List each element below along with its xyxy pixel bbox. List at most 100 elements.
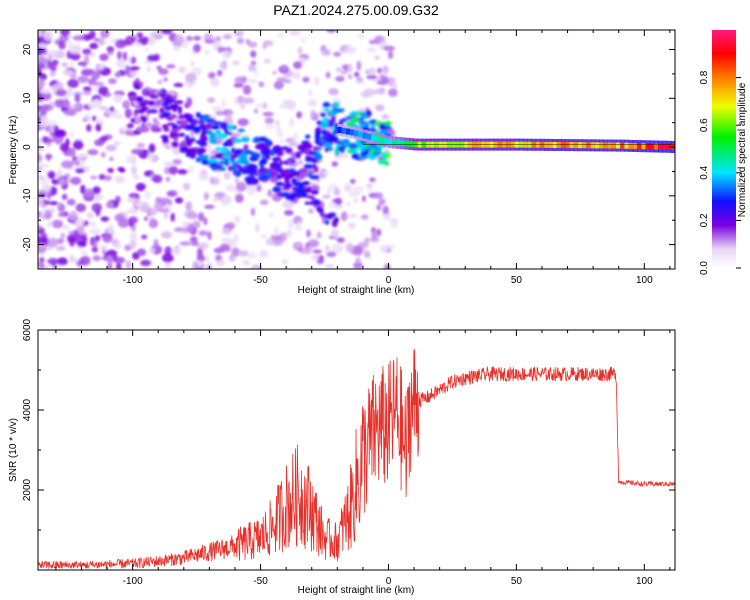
spectrogram-ridge-blob <box>199 135 209 142</box>
spectrogram-ridge-blob <box>384 161 390 166</box>
spectrogram-ridge-blob <box>171 114 177 118</box>
spectrogram-ridge-blob <box>235 159 245 165</box>
spectrogram-noise-blob <box>307 100 318 107</box>
spectrogram-noise-blob <box>324 244 330 253</box>
spectrogram-x-tick-label: -100 <box>123 275 143 286</box>
spectrogram-noise-blob <box>166 64 176 69</box>
spectrogram-noise-blob <box>99 106 108 111</box>
spectrogram-noise-blob <box>102 233 113 243</box>
spectrogram-ridge-blob <box>206 130 213 135</box>
spectrogram-noise-blob <box>360 214 369 220</box>
spectrogram-ridge-blob <box>150 93 157 98</box>
spectrogram-ridge-blob <box>328 146 333 151</box>
spectrogram-ridge-blob <box>249 177 259 185</box>
spectrogram-noise-blob <box>109 106 115 112</box>
spectrogram-x-axis-label: Height of straight line (km) <box>298 285 415 296</box>
spectrogram-noise-blob <box>69 132 75 138</box>
spectrogram-noise-blob <box>104 175 113 181</box>
spectrogram-noise-blob <box>361 195 366 202</box>
spectrogram-ridge-blob <box>342 141 349 145</box>
spectrogram-noise-blob <box>244 97 255 104</box>
spectrogram-carrier-core <box>565 142 571 149</box>
spectrogram-branch-blob <box>294 182 302 187</box>
spectrogram-noise-blob <box>250 50 257 58</box>
spectrogram-ridge-blob <box>175 100 184 104</box>
snr-y-tick-label: 2000 <box>22 478 33 501</box>
spectrogram-ridge-blob <box>287 159 293 165</box>
spectrogram-noise-blob <box>47 170 56 179</box>
spectrogram-ridge-blob <box>305 155 310 163</box>
spectrogram-noise-blob <box>129 232 138 242</box>
spectrogram-noise-blob <box>40 177 50 187</box>
spectrogram-ridge-blob <box>135 96 144 103</box>
spectrogram-noise-blob <box>93 240 98 247</box>
spectrogram-noise-blob <box>132 42 142 47</box>
spectrogram-ridge-blob <box>353 148 359 154</box>
spectrogram-noise-blob <box>289 117 295 128</box>
spectrogram-carrier-core <box>379 136 385 143</box>
spectrogram-carrier-core <box>375 135 381 142</box>
spectrogram-noise-blob <box>113 140 121 147</box>
spectrogram-ridge-blob <box>371 122 376 129</box>
spectrogram-ridge-blob <box>314 154 323 160</box>
spectrogram-noise-blob <box>367 47 377 53</box>
spectrogram-carrier-core <box>569 142 575 149</box>
spectrogram-noise-blob <box>125 35 135 46</box>
spectrogram-noise-blob <box>190 241 200 247</box>
spectrogram-noise-blob <box>289 30 301 36</box>
spectrogram-noise-blob <box>259 250 268 258</box>
spectrogram-noise-blob <box>91 246 99 253</box>
spectrogram-ridge-blob <box>366 111 372 116</box>
spectrogram-ridge-blob <box>365 123 370 127</box>
spectrogram-noise-blob <box>47 257 59 266</box>
spectrogram-ridge-blob <box>241 137 250 143</box>
spectrogram-noise-blob <box>182 220 190 228</box>
spectrogram-noise-blob <box>269 212 274 218</box>
spectrogram-noise-blob <box>333 188 341 196</box>
spectrogram-noise-blob <box>233 83 244 88</box>
spectrogram-noise-blob <box>62 98 69 108</box>
spectrogram-noise-blob <box>383 45 396 51</box>
spectrogram-noise-blob <box>210 114 217 120</box>
spectrogram-ridge-blob <box>291 192 297 197</box>
spectrogram-noise-blob <box>350 178 356 184</box>
spectrogram-noise-blob <box>203 217 208 226</box>
spectrogram-noise-blob <box>388 88 398 97</box>
spectrogram-noise-blob <box>86 124 92 132</box>
spectrogram-noise-blob <box>106 46 115 53</box>
spectrogram-noise-blob <box>42 184 52 192</box>
spectrogram-noise-blob <box>41 237 50 247</box>
spectrogram-noise-blob <box>182 182 191 191</box>
spectrogram-noise-blob <box>363 88 376 97</box>
spectrogram-noise-blob <box>38 78 45 88</box>
spectrogram-noise-blob <box>49 71 56 77</box>
spectrogram-ridge-blob <box>142 89 147 96</box>
spectrogram-noise-blob <box>79 255 91 266</box>
spectrogram-noise-blob <box>49 124 55 133</box>
spectrogram-noise-blob <box>264 117 274 125</box>
spectrogram-noise-blob <box>83 113 91 122</box>
spectrogram-noise-blob <box>170 212 175 222</box>
spectrogram-noise-blob <box>273 226 280 236</box>
spectrogram-ridge-blob <box>215 147 224 151</box>
spectrogram-noise-blob <box>314 76 320 87</box>
spectrogram-noise-blob <box>114 175 126 184</box>
spectrogram-noise-blob <box>125 260 132 269</box>
spectrogram-noise-blob <box>58 202 64 210</box>
spectrogram-noise-blob <box>307 89 313 97</box>
spectrogram-noise-blob <box>92 255 102 262</box>
spectrogram-ridge-blob <box>264 139 272 146</box>
spectrogram-noise-blob <box>38 30 43 38</box>
spectrogram-noise-blob <box>158 208 170 213</box>
spectrogram-noise-blob <box>210 77 220 87</box>
spectrogram-noise-blob <box>297 159 304 165</box>
spectrogram-ridge-blob <box>212 121 222 125</box>
spectrogram-ridge-blob <box>155 121 161 127</box>
spectrogram-carrier-core <box>404 140 410 147</box>
snr-x-tick-label: 50 <box>511 576 523 587</box>
spectrogram-noise-blob <box>333 51 342 57</box>
spectrogram-noise-blob <box>178 66 186 74</box>
spectrogram-noise-blob <box>312 249 323 254</box>
spectrogram-ridge-blob <box>284 177 290 184</box>
